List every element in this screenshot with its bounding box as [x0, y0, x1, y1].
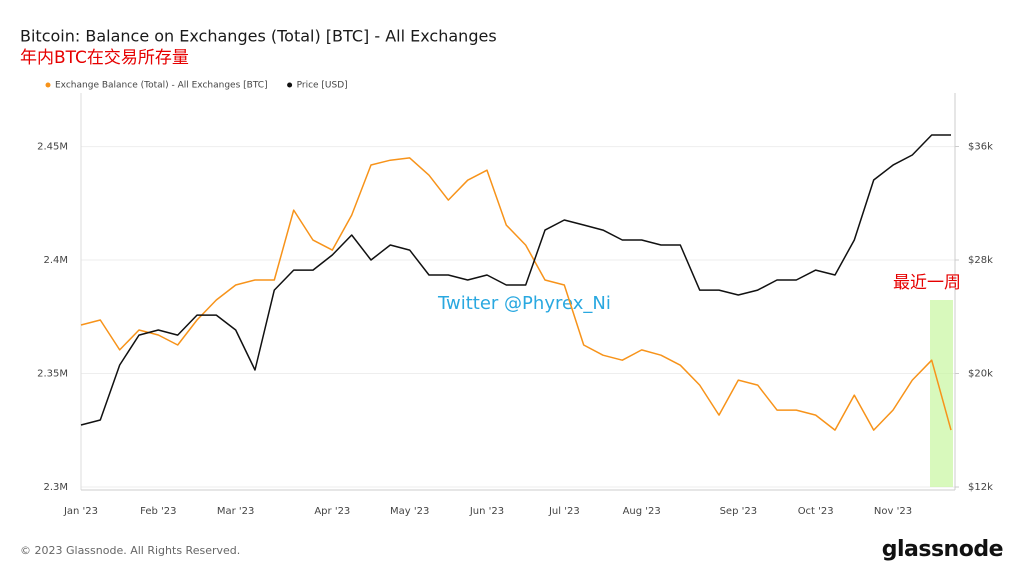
x-tick-label: Jun '23	[469, 506, 504, 517]
legend-marker	[287, 82, 293, 88]
x-tick-label: Sep '23	[720, 506, 758, 517]
x-tick-label: Apr '23	[314, 506, 350, 517]
annotation: 最近一周	[893, 273, 961, 293]
x-tick-label: Feb '23	[140, 506, 176, 517]
legend-label: Price [USD]	[297, 81, 348, 91]
x-tick-label: Aug '23	[623, 506, 661, 517]
chart-subtitle: 年内BTC在交易所存量	[20, 48, 189, 68]
y-tick-label: 2.45M	[37, 142, 68, 153]
logo: glassnode	[882, 537, 1003, 562]
series-line	[80, 134, 951, 426]
y2-tick-label: $20k	[968, 369, 993, 380]
series-line	[80, 157, 952, 431]
legend-label: Exchange Balance (Total) - All Exchanges…	[55, 81, 268, 91]
y-tick-label: 2.3M	[43, 482, 68, 493]
x-tick-label: Jul '23	[548, 506, 580, 517]
y2-tick-label: $36k	[968, 141, 993, 152]
chart-title: Bitcoin: Balance on Exchanges (Total) [B…	[20, 27, 497, 46]
y-tick-label: 2.35M	[37, 369, 68, 380]
watermark: Twitter @Phyrex_Ni	[437, 293, 611, 314]
x-tick-label: Jan '23	[63, 506, 98, 517]
x-tick-label: Mar '23	[217, 506, 255, 517]
footer: © 2023 Glassnode. All Rights Reserved.	[20, 544, 240, 557]
y-tick-label: 2.4M	[43, 255, 68, 266]
x-tick-label: May '23	[390, 506, 429, 517]
y2-tick-label: $12k	[968, 482, 993, 493]
y2-tick-label: $28k	[968, 255, 993, 266]
x-tick-label: Oct '23	[798, 506, 834, 517]
legend-marker	[45, 82, 51, 88]
x-tick-label: Nov '23	[874, 506, 912, 517]
